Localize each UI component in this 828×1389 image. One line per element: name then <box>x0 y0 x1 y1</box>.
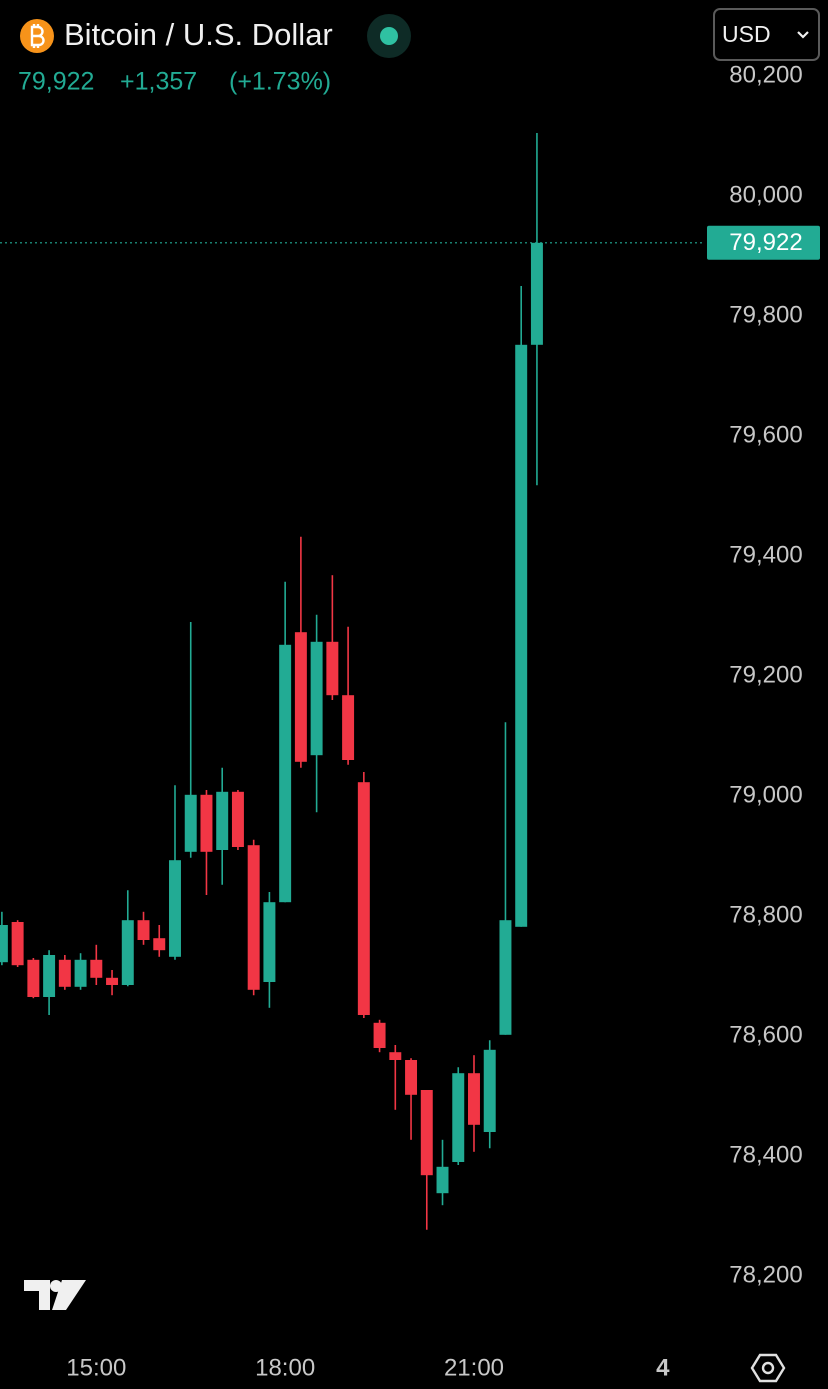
last-price-label: 79,922 <box>729 229 802 256</box>
candle-body <box>184 794 197 852</box>
axes: 78,200 78,400 78,600 78,800 79,000 79,200 79,4… <box>66 61 820 1381</box>
candle-body <box>247 845 260 990</box>
tv-logo-dot <box>50 1280 62 1292</box>
y-tick-label: 79,800 <box>729 301 802 328</box>
dropdown-label[interactable]: USD <box>722 21 771 47</box>
x-tick-label: 15:00 <box>66 1354 126 1381</box>
x-tick-label: 18:00 <box>255 1354 315 1381</box>
x-tick-label: 21:00 <box>444 1354 504 1381</box>
header-price: 79,922 <box>18 68 94 96</box>
plot-area <box>0 133 705 1230</box>
symbol-title: Bitcoin / U.S. Dollar <box>64 17 333 52</box>
header-backdrop <box>0 0 705 100</box>
y-tick-label: 78,400 <box>729 1141 802 1168</box>
candle-body <box>405 1060 418 1095</box>
candle-body <box>279 644 292 903</box>
x-tick-label: 4 <box>656 1354 670 1381</box>
settings-icon-center[interactable] <box>761 1361 775 1375</box>
y-tick-label: 78,600 <box>729 1021 802 1048</box>
y-tick-label: 78,200 <box>729 1261 802 1288</box>
candle-body <box>530 242 543 345</box>
candle-body <box>294 632 307 762</box>
candle-body <box>420 1090 433 1176</box>
candle-body <box>27 959 40 997</box>
y-tick-label: 79,000 <box>729 781 802 808</box>
y-tick-label: 79,200 <box>729 661 802 688</box>
candle-body <box>468 1073 480 1125</box>
candle-body <box>310 641 323 756</box>
candle-body <box>263 902 276 982</box>
candle-body <box>74 959 87 987</box>
candle-body <box>326 641 339 696</box>
header-change: +1,357 <box>120 68 197 96</box>
candle-body <box>137 920 150 940</box>
candle-body <box>11 922 24 966</box>
candle-body <box>106 977 119 985</box>
header-change-pct: (+1.73%) <box>229 68 331 96</box>
candle-body <box>43 955 56 997</box>
candle-body <box>342 695 355 760</box>
candle-body <box>169 860 181 957</box>
status-dot <box>380 27 398 45</box>
candle-body <box>483 1049 496 1132</box>
y-tick-label: 78,800 <box>729 901 802 928</box>
candle-body <box>90 959 103 978</box>
candle-body <box>121 920 134 985</box>
candle-body <box>389 1052 402 1060</box>
y-tick-label: 79,400 <box>729 541 802 568</box>
settings-button[interactable] <box>750 1353 786 1383</box>
currency-dropdown[interactable]: USD <box>713 8 820 61</box>
tv-logo <box>24 1280 86 1310</box>
candle-body <box>357 782 370 1015</box>
candle-body <box>231 791 244 847</box>
y-tick-label: 79,600 <box>729 421 802 448</box>
dropdown-chevron[interactable] <box>797 31 809 39</box>
dropdown-box[interactable] <box>713 8 820 61</box>
y-tick-label: 80,000 <box>729 181 802 208</box>
candle-body <box>200 794 213 852</box>
candle-body <box>373 1022 386 1048</box>
last-price-badge <box>707 225 820 260</box>
candle-body <box>452 1073 465 1162</box>
coin-glyph <box>30 24 45 48</box>
candle-body <box>0 925 8 963</box>
candle-body <box>58 959 71 987</box>
candle-body <box>216 791 229 850</box>
candle-body <box>153 938 166 951</box>
candle-body <box>515 344 528 927</box>
y-tick-label: 80,200 <box>729 61 802 88</box>
settings-icon[interactable] <box>750 1353 786 1383</box>
candle-body <box>499 920 512 1035</box>
candle-body <box>436 1166 449 1194</box>
